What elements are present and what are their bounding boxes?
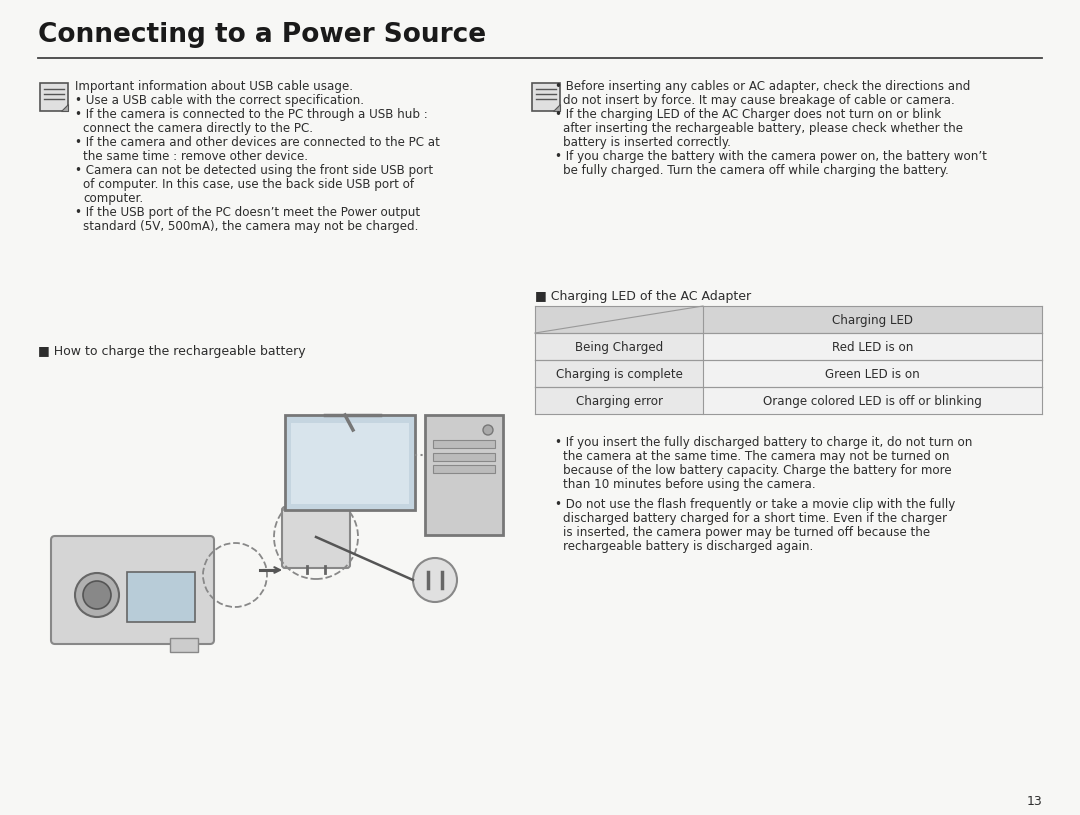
Text: connect the camera directly to the PC.: connect the camera directly to the PC. (83, 122, 313, 135)
Bar (535, 387, 703, 414)
Text: • Do not use the flash frequently or take a movie clip with the fully: • Do not use the flash frequently or tak… (555, 498, 955, 511)
Text: Charging is complete: Charging is complete (555, 368, 683, 381)
Text: standard (5V, 500mA), the camera may not be charged.: standard (5V, 500mA), the camera may not… (83, 220, 418, 233)
Text: ■ How to charge the rechargeable battery: ■ How to charge the rechargeable battery (38, 345, 306, 358)
Text: • Use a USB cable with the correct specification.: • Use a USB cable with the correct speci… (75, 94, 364, 107)
Circle shape (483, 425, 492, 435)
Text: computer.: computer. (83, 192, 144, 205)
Bar (535, 306, 703, 333)
Bar (703, 360, 1042, 387)
Bar (703, 387, 1042, 414)
Text: the camera at the same time. The camera may not be turned on: the camera at the same time. The camera … (563, 450, 949, 463)
Text: because of the low battery capacity. Charge the battery for more: because of the low battery capacity. Cha… (563, 464, 951, 477)
Bar (433, 440, 495, 448)
Text: • If you charge the battery with the camera power on, the battery won’t: • If you charge the battery with the cam… (555, 150, 987, 163)
Text: Being Charged: Being Charged (575, 341, 663, 354)
Text: Green LED is on: Green LED is on (825, 368, 920, 381)
Circle shape (83, 581, 111, 609)
Bar (703, 306, 1042, 333)
Bar (127, 572, 195, 622)
Text: • If the camera is connected to the PC through a USB hub :: • If the camera is connected to the PC t… (75, 108, 428, 121)
Bar (703, 333, 1042, 360)
Text: do not insert by force. It may cause breakage of cable or camera.: do not insert by force. It may cause bre… (563, 94, 955, 107)
Circle shape (413, 558, 457, 602)
FancyBboxPatch shape (532, 83, 561, 111)
Text: Red LED is on: Red LED is on (832, 341, 914, 354)
Text: ■ Charging LED of the AC Adapter: ■ Charging LED of the AC Adapter (535, 290, 751, 303)
FancyBboxPatch shape (51, 536, 214, 644)
FancyBboxPatch shape (40, 83, 68, 111)
Text: be fully charged. Turn the camera off while charging the battery.: be fully charged. Turn the camera off wh… (563, 164, 948, 177)
Text: 13: 13 (1026, 795, 1042, 808)
Text: • Camera can not be detected using the front side USB port: • Camera can not be detected using the f… (75, 164, 433, 177)
Text: is inserted, the camera power may be turned off because the: is inserted, the camera power may be tur… (563, 526, 930, 539)
Text: Charging LED: Charging LED (832, 314, 913, 327)
Bar (291, 423, 409, 504)
Polygon shape (60, 104, 68, 111)
Text: • If the USB port of the PC doesn’t meet the Power output: • If the USB port of the PC doesn’t meet… (75, 206, 420, 219)
Bar (433, 453, 495, 461)
FancyBboxPatch shape (282, 507, 350, 568)
Bar (535, 360, 703, 387)
Text: • If you insert the fully discharged battery to charge it, do not turn on: • If you insert the fully discharged bat… (555, 436, 972, 449)
Circle shape (75, 573, 119, 617)
Text: Orange colored LED is off or blinking: Orange colored LED is off or blinking (764, 395, 982, 408)
Text: of computer. In this case, use the back side USB port of: of computer. In this case, use the back … (83, 178, 414, 191)
Text: discharged battery charged for a short time. Even if the charger: discharged battery charged for a short t… (563, 512, 947, 525)
Text: battery is inserted correctly.: battery is inserted correctly. (563, 136, 731, 149)
Text: • If the camera and other devices are connected to the PC at: • If the camera and other devices are co… (75, 136, 440, 149)
Text: after inserting the rechargeable battery, please check whether the: after inserting the rechargeable battery… (563, 122, 963, 135)
Bar (285, 415, 415, 510)
Bar (38, 365, 515, 755)
Text: the same time : remove other device.: the same time : remove other device. (83, 150, 308, 163)
Bar (433, 465, 495, 473)
Text: rechargeable battery is discharged again.: rechargeable battery is discharged again… (563, 540, 813, 553)
Text: than 10 minutes before using the camera.: than 10 minutes before using the camera. (563, 478, 815, 491)
Text: Connecting to a Power Source: Connecting to a Power Source (38, 22, 486, 48)
Bar (426, 415, 503, 535)
Bar (535, 333, 703, 360)
Text: Important information about USB cable usage.: Important information about USB cable us… (75, 80, 353, 93)
Text: • If the charging LED of the AC Charger does not turn on or blink: • If the charging LED of the AC Charger … (555, 108, 942, 121)
Bar (170, 638, 198, 652)
Text: • Before inserting any cables or AC adapter, check the directions and: • Before inserting any cables or AC adap… (555, 80, 970, 93)
Text: Charging error: Charging error (576, 395, 662, 408)
Polygon shape (553, 104, 561, 111)
